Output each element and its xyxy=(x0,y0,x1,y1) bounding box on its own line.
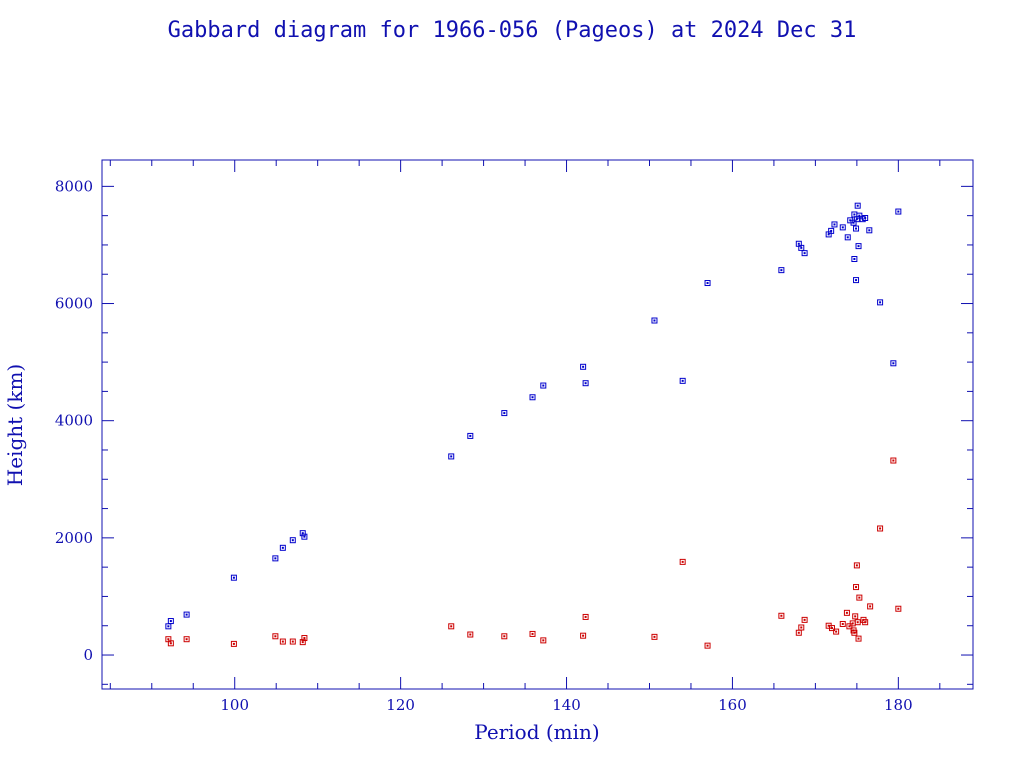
series-0 xyxy=(165,202,902,630)
chart-title: Gabbard diagram for 1966-056 (Pageos) at… xyxy=(168,18,857,43)
data-point xyxy=(833,628,840,635)
data-point xyxy=(778,267,785,274)
data-point xyxy=(167,640,174,647)
y-tick-label: 8000 xyxy=(55,177,93,195)
data-point xyxy=(801,616,808,623)
data-point xyxy=(856,212,863,219)
data-point xyxy=(895,605,902,612)
series-1 xyxy=(165,457,902,649)
y-axis-label: Height (km) xyxy=(3,364,27,486)
data-point xyxy=(890,457,897,464)
x-tick-label: 100 xyxy=(220,696,249,714)
data-point xyxy=(540,382,547,389)
x-tick-label: 120 xyxy=(386,696,415,714)
data-point xyxy=(467,432,474,439)
data-point xyxy=(862,214,869,221)
plot-frame xyxy=(101,159,974,690)
x-tick-label: 160 xyxy=(718,696,747,714)
y-tick-label: 2000 xyxy=(55,529,93,547)
data-point xyxy=(301,533,308,540)
data-point xyxy=(895,208,902,215)
data-point xyxy=(839,620,846,627)
data-points xyxy=(165,202,902,649)
data-point xyxy=(183,636,190,643)
data-point xyxy=(704,642,711,649)
x-tick-label: 140 xyxy=(552,696,581,714)
data-point xyxy=(801,250,808,257)
data-point xyxy=(854,619,861,626)
y-tick-label: 0 xyxy=(83,646,93,664)
data-point xyxy=(862,619,869,626)
data-point xyxy=(230,640,237,647)
data-point xyxy=(580,632,587,639)
data-point xyxy=(853,225,860,232)
data-point xyxy=(529,394,536,401)
data-point xyxy=(651,317,658,324)
data-point xyxy=(651,633,658,640)
data-point xyxy=(854,202,861,209)
data-point xyxy=(839,224,846,231)
data-point xyxy=(272,633,279,640)
data-point xyxy=(877,525,884,532)
data-point xyxy=(843,609,850,616)
data-point xyxy=(501,410,508,417)
data-point xyxy=(850,219,857,226)
data-point xyxy=(230,574,237,581)
data-point xyxy=(853,584,860,591)
data-point xyxy=(582,613,589,620)
x-tick-label: 180 xyxy=(884,696,913,714)
data-point xyxy=(704,280,711,287)
data-point xyxy=(867,603,874,610)
data-point xyxy=(852,613,859,620)
data-point xyxy=(540,637,547,644)
data-point xyxy=(844,234,851,241)
data-point xyxy=(272,555,279,562)
data-point xyxy=(279,544,286,551)
data-point xyxy=(828,227,835,234)
data-point xyxy=(855,243,862,250)
data-point xyxy=(279,638,286,645)
data-point xyxy=(582,380,589,387)
x-axis-label: Period (min) xyxy=(474,720,599,744)
data-point xyxy=(448,623,455,630)
data-point xyxy=(856,594,863,601)
y-tick-label: 4000 xyxy=(55,412,93,430)
data-point xyxy=(877,299,884,306)
y-tick-label: 6000 xyxy=(55,295,93,313)
data-point xyxy=(890,360,897,367)
data-point xyxy=(679,377,686,384)
data-point xyxy=(501,633,508,640)
data-point xyxy=(831,221,838,228)
data-point xyxy=(778,612,785,619)
data-point xyxy=(679,558,686,565)
data-point xyxy=(853,277,860,284)
axis-ticks xyxy=(102,160,973,689)
data-point xyxy=(851,256,858,263)
data-point xyxy=(167,618,174,625)
data-point xyxy=(795,629,802,636)
data-point xyxy=(299,639,306,646)
data-point xyxy=(853,562,860,569)
data-point xyxy=(467,631,474,638)
data-point xyxy=(798,624,805,631)
data-point xyxy=(289,537,296,544)
data-point xyxy=(183,611,190,618)
data-point xyxy=(866,227,873,234)
data-point xyxy=(299,530,306,537)
data-point xyxy=(448,453,455,460)
data-point xyxy=(851,629,858,636)
data-point xyxy=(798,244,805,251)
data-point xyxy=(165,623,172,630)
tick-labels: 100 120 140 160 180 0 2000 4000 6000 8000 xyxy=(55,177,913,714)
data-point xyxy=(855,635,862,642)
data-point xyxy=(828,625,835,632)
data-point xyxy=(301,635,308,642)
data-point xyxy=(580,363,587,370)
data-point xyxy=(289,638,296,645)
data-point xyxy=(529,630,536,637)
